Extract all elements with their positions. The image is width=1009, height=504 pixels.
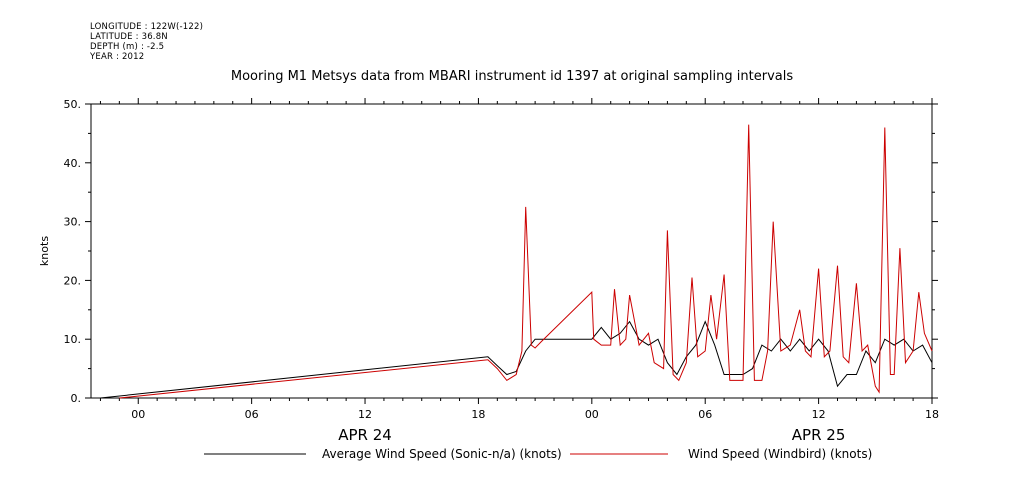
y-tick-label: 0. — [71, 392, 82, 405]
legend: Average Wind Speed (Sonic-n/a) (knots) Wi… — [204, 447, 872, 461]
y-tick-label: 10. — [64, 333, 82, 346]
x-tick-label: 00 — [131, 408, 145, 421]
series-line-windbird-wind-speed — [119, 124, 933, 399]
plot-frame — [90, 103, 933, 399]
latitude-text: LATITUDE : 36.8N — [90, 32, 168, 42]
y-tick-label: 40. — [64, 157, 82, 170]
x-tick-label: 00 — [585, 408, 599, 421]
y-axis: 0. 10. 20. 30. 40. 50. — [64, 98, 938, 405]
y-tick-label: 20. — [64, 274, 82, 287]
x-axis: 00 06 12 18 00 06 12 18 APR 24 APR 25 — [99, 98, 939, 444]
date-label: APR 24 — [338, 426, 392, 444]
x-tick-label: 12 — [358, 408, 372, 421]
y-tick-label: 50. — [64, 98, 82, 111]
x-tick-label: 18 — [471, 408, 485, 421]
year-text: YEAR : 2012 — [90, 52, 145, 62]
legend-label: Average Wind Speed (Sonic-n/a) (knots) — [322, 447, 562, 461]
x-tick-label: 06 — [698, 408, 712, 421]
x-tick-label: 18 — [925, 408, 939, 421]
x-tick-label: 12 — [812, 408, 826, 421]
date-label: APR 25 — [792, 426, 846, 444]
legend-label: Wind Speed (Windbird) (knots) — [688, 447, 872, 461]
series-layer — [100, 124, 933, 399]
depth-text: DEPTH (m) : -2.5 — [90, 42, 165, 52]
y-tick-label: 30. — [64, 216, 82, 229]
location-metadata: LONGITUDE : 122W(-122) LATITUDE : 36.8N … — [90, 22, 203, 62]
y-axis-label: knots — [38, 236, 51, 266]
x-tick-label: 06 — [245, 408, 259, 421]
series-line-average-wind-speed — [100, 320, 933, 399]
chart-title: Mooring M1 Metsys data from MBARI instru… — [231, 69, 793, 84]
longitude-text: LONGITUDE : 122W(-122) — [90, 22, 204, 32]
